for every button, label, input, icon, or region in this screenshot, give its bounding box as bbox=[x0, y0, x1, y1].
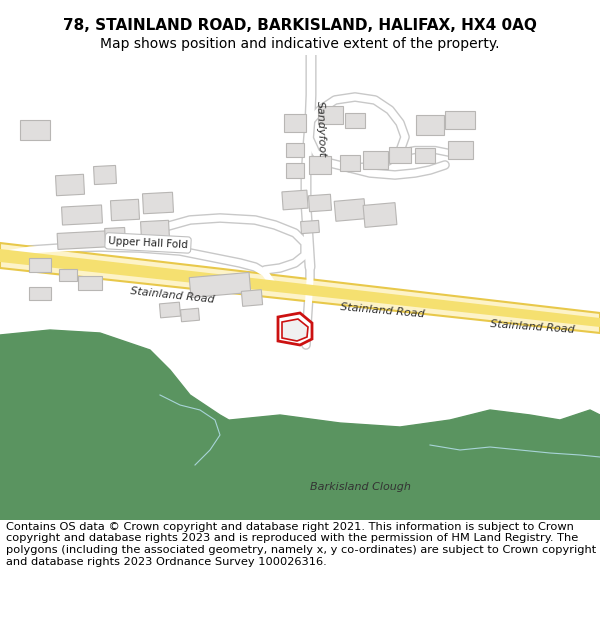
Text: Upper Hall Fold: Upper Hall Fold bbox=[108, 236, 188, 250]
Polygon shape bbox=[0, 330, 310, 520]
Polygon shape bbox=[308, 194, 332, 212]
Polygon shape bbox=[340, 155, 360, 171]
Polygon shape bbox=[142, 192, 173, 214]
Polygon shape bbox=[345, 112, 365, 128]
Polygon shape bbox=[415, 148, 435, 162]
Text: Stainland Road: Stainland Road bbox=[130, 286, 215, 305]
Polygon shape bbox=[181, 308, 199, 322]
Polygon shape bbox=[62, 205, 103, 225]
Text: 78, STAINLAND ROAD, BARKISLAND, HALIFAX, HX4 0AQ: 78, STAINLAND ROAD, BARKISLAND, HALIFAX,… bbox=[63, 18, 537, 33]
Polygon shape bbox=[309, 156, 331, 174]
Polygon shape bbox=[78, 276, 102, 290]
Polygon shape bbox=[317, 106, 343, 124]
Polygon shape bbox=[110, 199, 140, 221]
Polygon shape bbox=[59, 269, 77, 281]
Polygon shape bbox=[363, 202, 397, 228]
Polygon shape bbox=[241, 289, 263, 306]
Polygon shape bbox=[140, 220, 169, 240]
Polygon shape bbox=[301, 221, 319, 234]
Polygon shape bbox=[160, 302, 181, 318]
Polygon shape bbox=[448, 141, 473, 159]
Polygon shape bbox=[0, 249, 600, 327]
Polygon shape bbox=[334, 199, 366, 221]
Text: Barkisland Clough: Barkisland Clough bbox=[310, 482, 411, 492]
Text: Stainland Road: Stainland Road bbox=[340, 302, 425, 319]
Text: Stainland Road: Stainland Road bbox=[490, 319, 575, 335]
Polygon shape bbox=[57, 231, 113, 249]
Polygon shape bbox=[445, 111, 475, 129]
Polygon shape bbox=[282, 319, 308, 341]
Polygon shape bbox=[282, 190, 308, 210]
Polygon shape bbox=[29, 286, 51, 299]
Polygon shape bbox=[389, 147, 411, 163]
Text: Contains OS data © Crown copyright and database right 2021. This information is : Contains OS data © Crown copyright and d… bbox=[6, 522, 596, 567]
Polygon shape bbox=[278, 313, 312, 345]
Polygon shape bbox=[286, 162, 304, 177]
Text: Map shows position and indicative extent of the property.: Map shows position and indicative extent… bbox=[100, 37, 500, 51]
Polygon shape bbox=[55, 174, 85, 196]
Polygon shape bbox=[0, 243, 600, 333]
Polygon shape bbox=[362, 151, 388, 169]
Text: Sandyfoot: Sandyfoot bbox=[315, 100, 327, 157]
Polygon shape bbox=[94, 166, 116, 184]
Polygon shape bbox=[284, 114, 306, 132]
Polygon shape bbox=[20, 120, 50, 140]
Polygon shape bbox=[189, 272, 251, 298]
Polygon shape bbox=[29, 258, 51, 272]
Polygon shape bbox=[104, 228, 125, 242]
Polygon shape bbox=[416, 115, 444, 135]
Polygon shape bbox=[0, 410, 600, 520]
Polygon shape bbox=[286, 143, 304, 157]
